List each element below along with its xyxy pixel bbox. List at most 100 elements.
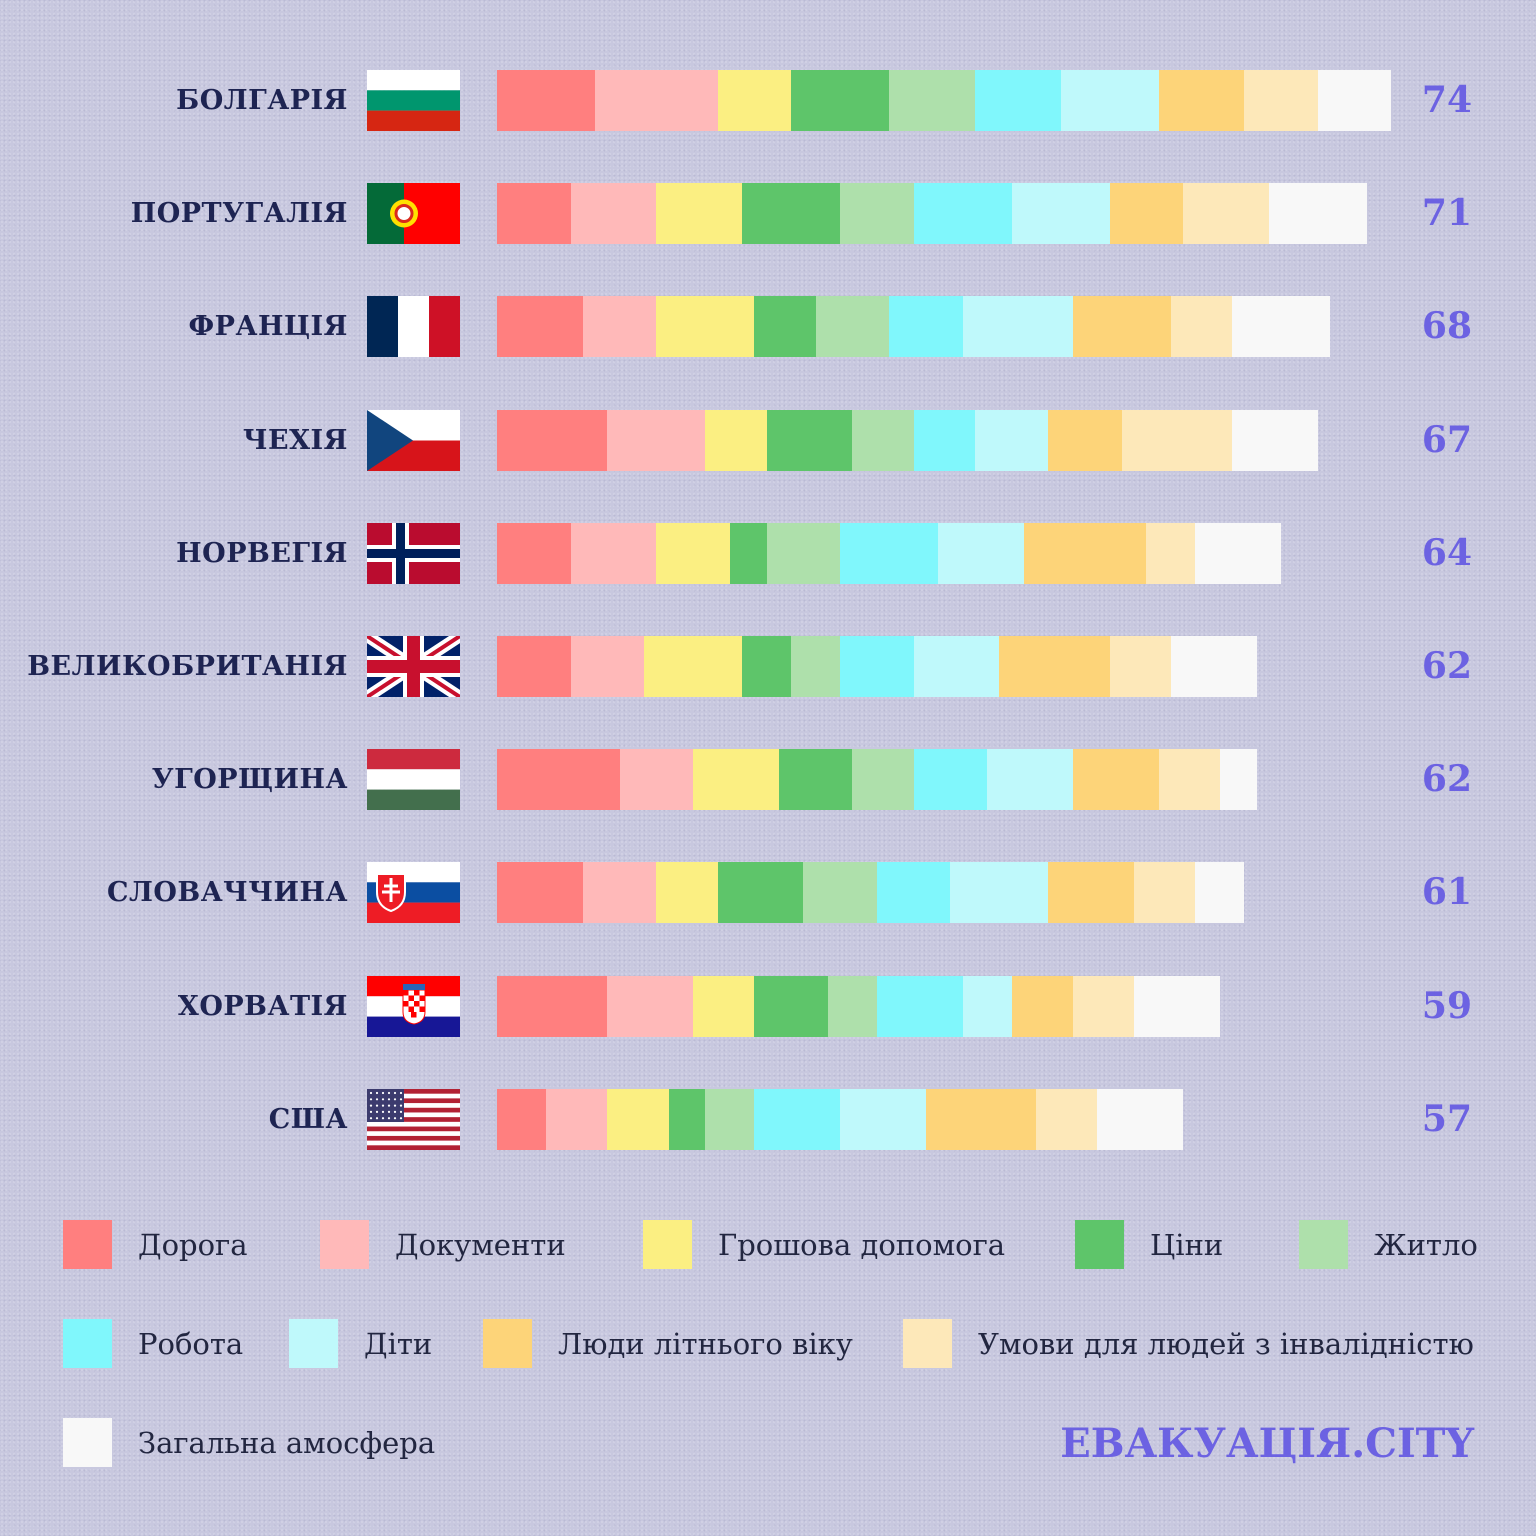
country-label: ФРАНЦІЯ (188, 311, 348, 343)
bar-segment (1109, 636, 1171, 697)
bar-segment (1170, 636, 1257, 697)
bar-segment (497, 296, 583, 358)
bar-segment (815, 296, 889, 358)
total-value-label: 62 (1421, 645, 1472, 687)
legend-swatch (289, 1319, 338, 1368)
bar-segment (1011, 975, 1073, 1037)
portugal-flag-icon (367, 183, 460, 245)
czechia-flag-icon (367, 409, 460, 471)
stacked-bar (497, 636, 1257, 697)
legend-item: Ціни (1075, 1220, 1223, 1269)
country-label: УГОРЩИНА (151, 764, 348, 796)
bar-segment (582, 862, 657, 924)
legend-item: Робота (63, 1319, 243, 1368)
total-value-label: 71 (1421, 192, 1472, 235)
bar-segment (656, 862, 718, 924)
legend-swatch (1299, 1220, 1348, 1269)
bar-segment (754, 975, 828, 1037)
country-label: ВЕЛИКОБРИТАНІЯ (27, 651, 348, 682)
legend-item: Люди літнього віку (483, 1319, 853, 1368)
bar-segment (705, 409, 767, 471)
bar-segment (497, 636, 571, 697)
country-label: ПОРТУГАЛІЯ (130, 198, 348, 230)
bar-segment (913, 183, 1012, 245)
stacked-bar (497, 975, 1220, 1037)
total-value-label: 62 (1421, 758, 1472, 801)
norway-flag-icon (367, 522, 460, 584)
bar-segment (1183, 183, 1269, 245)
bar-segment (1317, 70, 1392, 131)
legend-label: Ціни (1150, 1227, 1224, 1262)
country-label: БОЛГАРІЯ (176, 85, 348, 116)
bar-segment (1244, 70, 1318, 131)
bar-segment (876, 975, 963, 1037)
bar-segment (1072, 975, 1134, 1037)
bar-segment (889, 70, 975, 131)
usa-flag-icon (367, 1088, 460, 1150)
stacked-bar (497, 70, 1392, 131)
stacked-bar (497, 522, 1281, 584)
stacked-bar (497, 409, 1318, 471)
bar-segment (974, 70, 1061, 131)
country-label: СЛОВАЧЧИНА (106, 877, 348, 909)
bar-segment (1121, 409, 1232, 471)
bar-segment (1072, 296, 1171, 358)
total-value-label: 68 (1421, 305, 1472, 348)
bar-segment (497, 409, 608, 471)
bar-segment (742, 183, 840, 245)
bar-segment (582, 296, 657, 358)
legend-swatch (643, 1220, 692, 1269)
bar-segment (1072, 749, 1159, 811)
bar-segment (1170, 296, 1232, 358)
bar-segment (497, 975, 608, 1037)
bar-segment (1158, 70, 1245, 131)
bar-segment (497, 70, 595, 131)
bar-segment (497, 1088, 546, 1150)
bar-segment (1146, 522, 1196, 584)
bar-segment (497, 522, 571, 584)
country-label: НОРВЕГІЯ (176, 537, 348, 569)
bar-segment (999, 636, 1110, 697)
total-value-label: 74 (1421, 79, 1472, 121)
legend-item: Загальна амосфера (63, 1418, 435, 1467)
bar-segment (791, 636, 840, 697)
stacked-bar (497, 862, 1245, 924)
hungary-flag-icon (367, 749, 460, 811)
bar-segment (705, 1088, 755, 1150)
legend-label: Діти (364, 1326, 433, 1361)
bar-segment (742, 636, 791, 697)
total-value-label: 57 (1421, 1097, 1472, 1140)
country-label: ХОРВАТІЯ (177, 990, 348, 1022)
france-flag-icon (367, 296, 460, 358)
bar-segment (1232, 296, 1330, 358)
bar-segment (1023, 522, 1147, 584)
legend-label: Дорога (138, 1227, 248, 1262)
legend-item: Документи (320, 1220, 566, 1269)
bar-segment (987, 749, 1073, 811)
bar-segment (766, 409, 853, 471)
uk-flag-icon (363, 630, 464, 703)
legend-label: Люди літнього віку (558, 1326, 853, 1361)
bar-segment (913, 749, 987, 811)
bar-segment (803, 862, 877, 924)
stacked-bar (497, 183, 1367, 245)
bar-segment (974, 409, 1049, 471)
legend-label: Загальна амосфера (138, 1425, 436, 1460)
stacked-bar (497, 749, 1257, 811)
bar-segment (595, 70, 718, 131)
country-label: США (268, 1103, 348, 1135)
legend-item: Дорога (63, 1220, 248, 1269)
bar-segment (546, 1088, 608, 1150)
legend-swatch (903, 1319, 952, 1368)
legend-item: Житло (1299, 1220, 1478, 1269)
bar-segment (852, 749, 914, 811)
bar-segment (1097, 1088, 1183, 1150)
bar-segment (827, 975, 877, 1037)
bar-segment (644, 636, 742, 697)
bar-segment (656, 296, 755, 358)
bar-segment (656, 522, 730, 584)
bar-segment (962, 975, 1012, 1037)
bar-segment (1036, 1088, 1098, 1150)
bar-segment (668, 1088, 706, 1150)
legend-label: Умови для людей з інвалідністю (978, 1326, 1474, 1361)
